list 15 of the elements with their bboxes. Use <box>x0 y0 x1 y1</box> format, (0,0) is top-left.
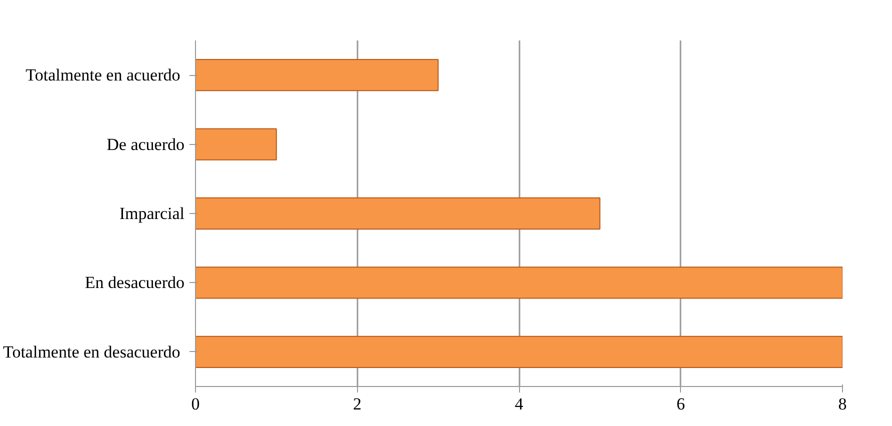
x-tick-label: 8 <box>838 394 847 414</box>
bar <box>196 266 842 299</box>
y-tick-label: Totalmente en desacuerdo <box>3 342 180 362</box>
y-tick-label: En desacuerdo <box>84 273 184 292</box>
y-tick-label: De acuerdo <box>106 134 185 154</box>
bar <box>196 336 842 368</box>
bar <box>196 128 277 160</box>
y-tick-label: Totalmente en acuerdo <box>26 66 180 85</box>
bar <box>196 59 439 92</box>
x-tick-label: 2 <box>353 394 362 414</box>
bar <box>196 197 600 230</box>
x-tick-label: 0 <box>191 394 200 414</box>
x-tick-label: 4 <box>514 394 524 414</box>
y-tick-label: Imparcial <box>119 204 185 223</box>
x-tick-label: 6 <box>676 394 685 414</box>
